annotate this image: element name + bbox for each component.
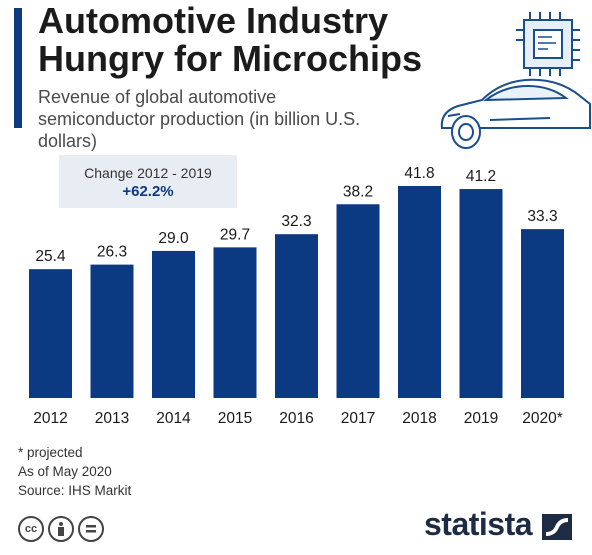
x-tick-2013: 2013 [95,410,129,427]
bar-chart: 25.4 2012 26.3 2013 29.0 2014 29.7 2015 32.3 2016… [29,165,564,427]
bar-2012 [29,269,72,398]
car-chip-illustration-icon [440,12,591,149]
bar-2013 [90,264,134,398]
x-tick-2018: 2018 [402,410,436,427]
change-value: +62.2% [122,183,174,200]
license-icons: cc [18,516,104,542]
x-tick-2017: 2017 [341,410,375,427]
statista-logo-text[interactable]: statista [424,506,533,542]
value-label-2017: 38.2 [343,183,373,200]
title-line-2: Hungry for Microchips [38,38,423,79]
x-tick-2019: 2019 [464,410,498,427]
value-label-2012: 25.4 [35,248,66,265]
title-line-1: Automotive Industry [38,0,389,41]
x-tick-2015: 2015 [218,410,252,427]
note-as-of: As of May 2020 [18,464,112,479]
attribution-icon[interactable] [48,516,74,542]
value-label-2015: 29.7 [220,226,250,243]
chart-subtitle: Revenue of global automotive semiconduct… [38,87,361,151]
statista-logo-mark-icon [542,514,572,540]
title-accent-bar [14,8,22,128]
value-label-2020: 33.3 [527,208,557,225]
value-label-2014: 29.0 [158,230,189,247]
chart-notes: * projected As of May 2020 Source: IHS M… [18,443,131,500]
bar-2015 [213,247,257,398]
bar-2016 [275,234,318,398]
no-derivatives-icon[interactable] [78,516,104,542]
change-summary-box: Change 2012 - 2019 +62.2% [59,155,237,208]
bar-2014 [152,250,195,398]
bar-2017 [336,204,380,398]
x-tick-2012: 2012 [33,410,67,427]
note-projected: * projected [18,445,83,460]
chart-title: Automotive Industry Hungry for Microchip… [38,2,438,78]
x-tick-2016: 2016 [279,410,313,427]
bar-2018 [398,186,441,398]
value-label-2016: 32.3 [281,213,311,230]
note-source: Source: IHS Markit [18,483,132,498]
x-tick-2014: 2014 [156,410,191,427]
change-label: Change 2012 - 2019 [84,165,212,181]
cc-icon[interactable]: cc [18,516,44,542]
value-label-2018: 41.8 [404,165,434,182]
value-label-2019: 41.2 [466,168,496,185]
value-label-2013: 26.3 [97,244,127,261]
bar-2019 [459,189,503,398]
bar-2020 [521,229,564,398]
x-tick-2020: 2020* [522,410,563,427]
